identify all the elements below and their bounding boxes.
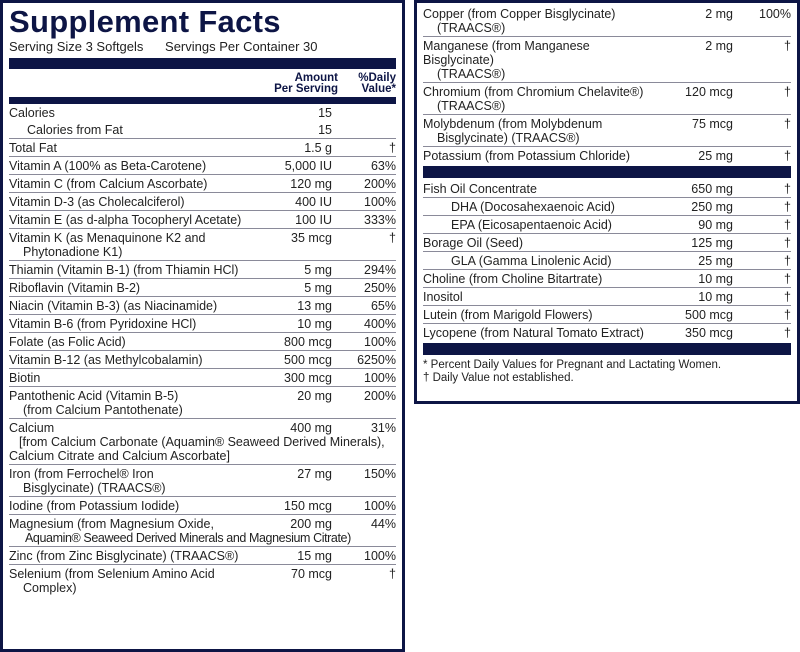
nutrient-row: Inositol 10 mg †: [423, 287, 791, 305]
nutrient-row: Pantothenic Acid (Vitamin B-5) (from Cal…: [9, 386, 396, 418]
nutrient-list-right-other: Fish Oil Concentrate 650 mg † DHA (Docos…: [423, 180, 791, 341]
serving-info: Serving Size 3 Softgels Servings Per Con…: [9, 39, 396, 55]
column-header-divider-bar: [9, 97, 396, 104]
nutrient-row: Vitamin A (100% as Beta-Carotene) 5,000 …: [9, 156, 396, 174]
nutrient-row: EPA (Eicosapentaenoic Acid) 90 mg †: [423, 215, 791, 233]
column-headers: Amount Per Serving %Daily Value*: [9, 70, 396, 97]
nutrient-row: Total Fat 1.5 g †: [9, 138, 396, 156]
nutrient-row: Borage Oil (Seed) 125 mg †: [423, 233, 791, 251]
footnotes: * Percent Daily Values for Pregnant and …: [423, 357, 791, 385]
nutrient-row: Vitamin E (as d-alpha Tocopheryl Acetate…: [9, 210, 396, 228]
nutrient-row: Vitamin D-3 (as Cholecalciferol) 400 IU …: [9, 192, 396, 210]
nutrient-row: Thiamin (Vitamin B-1) (from Thiamin HCl)…: [9, 260, 396, 278]
daily-value-footnote: * Percent Daily Values for Pregnant and …: [423, 359, 722, 371]
nutrient-row: Magnesium (from Magnesium Oxide, 200 mg …: [9, 514, 396, 546]
footnote-divider-bar: [423, 343, 791, 355]
nutrient-list-left: Calories 15 Calories from Fat 15 Total F…: [9, 104, 396, 596]
supplement-facts-panel-right: Copper (from Copper Bisglycinate) (TRAAC…: [414, 0, 800, 404]
nutrient-row: Potassium (from Potassium Chloride) 25 m…: [423, 146, 791, 164]
nutrient-row: Niacin (Vitamin B-3) (as Niacinamide) 13…: [9, 296, 396, 314]
nutrient-row: Folate (as Folic Acid) 800 mcg 100%: [9, 332, 396, 350]
nutrient-row: Molybdenum (from Molybdenum Bisglycinate…: [423, 114, 791, 146]
nutrient-row: Fish Oil Concentrate 650 mg †: [423, 182, 791, 196]
nutrient-row: Lutein (from Marigold Flowers) 500 mcg †: [423, 305, 791, 323]
nutrient-row: Selenium (from Selenium Amino Acid Compl…: [9, 564, 396, 596]
daily-value-column-header: %Daily Value*: [358, 72, 396, 95]
section-divider-bar: [423, 166, 791, 178]
nutrient-row: Biotin 300 mcg 100%: [9, 368, 396, 386]
dagger-footnote: † Daily Value not established.: [423, 372, 574, 384]
servings-per-container: Servings Per Container 30: [165, 39, 318, 54]
nutrient-row: Choline (from Choline Bitartrate) 10 mg …: [423, 269, 791, 287]
header-divider-bar: [9, 58, 396, 69]
label-title: Supplement Facts: [9, 4, 281, 39]
nutrient-row: Iron (from Ferrochel® Iron Bisglycinate)…: [9, 464, 396, 496]
nutrient-row: Copper (from Copper Bisglycinate) (TRAAC…: [423, 7, 791, 35]
nutrient-row: Zinc (from Zinc Bisglycinate) (TRAACS®) …: [9, 546, 396, 564]
nutrient-row: GLA (Gamma Linolenic Acid) 25 mg †: [423, 251, 791, 269]
nutrient-row: Lycopene (from Natural Tomato Extract) 3…: [423, 323, 791, 341]
nutrient-row: Calcium 400 mg 31% [from Calcium Carbona…: [9, 418, 396, 464]
nutrient-row: Calories 15: [9, 106, 332, 120]
nutrient-row: DHA (Docosahexaenoic Acid) 250 mg †: [423, 197, 791, 215]
nutrient-row: Vitamin B-6 (from Pyridoxine HCl) 10 mg …: [9, 314, 396, 332]
nutrient-row: Vitamin B-12 (as Methylcobalamin) 500 mc…: [9, 350, 396, 368]
nutrient-row: Vitamin C (from Calcium Ascorbate) 120 m…: [9, 174, 396, 192]
nutrient-row: Riboflavin (Vitamin B-2) 5 mg 250%: [9, 278, 396, 296]
nutrient-row: Vitamin K (as Menaquinone K2 and Phytona…: [9, 228, 396, 260]
nutrient-row: Chromium (from Chromium Chelavite®) (TRA…: [423, 82, 791, 114]
supplement-facts-panel-left: Supplement Facts Serving Size 3 Softgels…: [0, 0, 405, 652]
nutrient-row: Iodine (from Potassium Iodide) 150 mcg 1…: [9, 496, 396, 514]
nutrient-row: Calories from Fat 15: [27, 123, 332, 137]
nutrient-list-right-minerals: Copper (from Copper Bisglycinate) (TRAAC…: [423, 5, 791, 164]
serving-size: Serving Size 3 Softgels: [9, 39, 144, 54]
nutrient-row: Manganese (from Manganese Bisglycinate) …: [423, 36, 791, 82]
amount-column-header: Amount Per Serving: [274, 72, 338, 95]
